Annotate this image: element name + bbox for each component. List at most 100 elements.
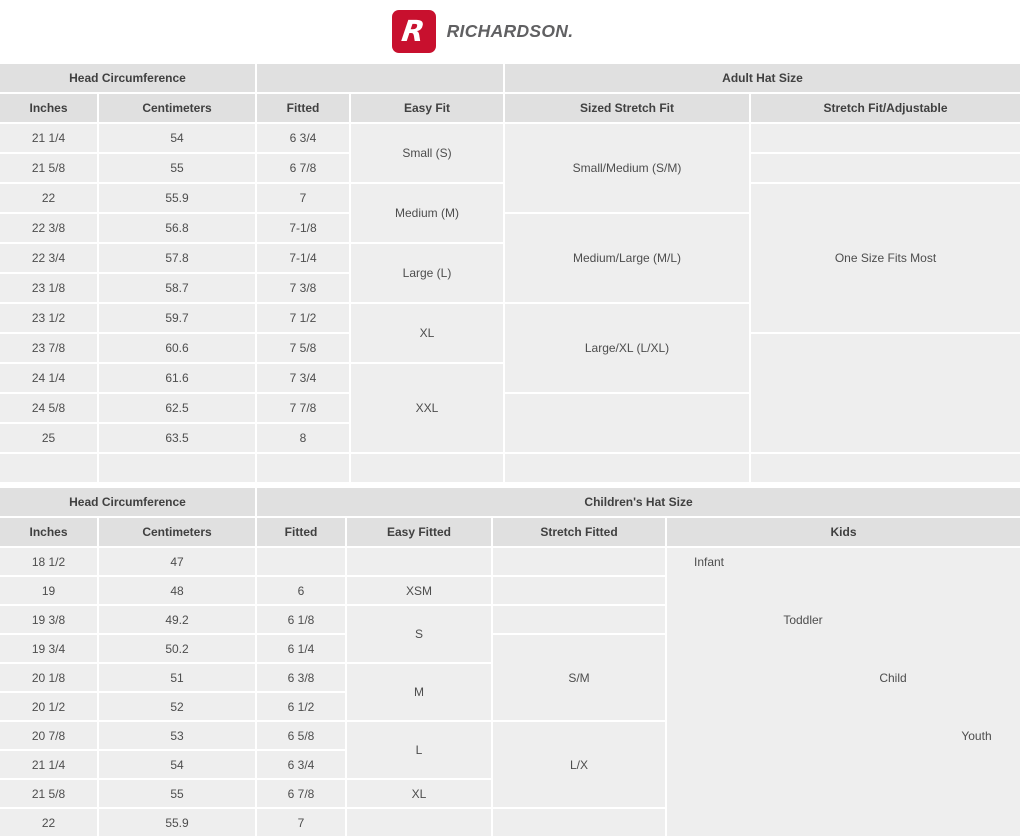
cell-centimeters: 55	[99, 154, 255, 182]
cell-centimeters: 48	[99, 577, 255, 604]
table-row	[0, 454, 1020, 482]
cell-fitted: 6 7/8	[257, 154, 349, 182]
cell-centimeters: 49.2	[99, 606, 255, 633]
brand-wordmark-period: .	[568, 20, 574, 41]
table-row: 25 63.5 8	[0, 424, 1020, 452]
logo-r-letter: R	[400, 13, 428, 48]
cell-inches: 22 3/8	[0, 214, 97, 242]
col-header-sized-stretch-fit: Sized Stretch Fit	[505, 94, 749, 122]
cell-inches: 24 5/8	[0, 394, 97, 422]
table-row: 19 3/4 50.2 6 1/4 S/M	[0, 635, 1020, 720]
cell-easy-fitted-xl: XL	[347, 780, 491, 807]
cell-fitted: 7	[257, 184, 349, 212]
cell-easy-fit-medium: Medium (M)	[351, 184, 503, 242]
cell-fitted: 7-1/4	[257, 244, 349, 272]
brand-header: R RICHARDSON.	[0, 0, 1020, 62]
cell-sized-stretch-large-xl: Large/XL (L/XL)	[505, 304, 749, 392]
group-header-head-circumference: Head Circumference	[0, 64, 255, 92]
cell-fitted: 7 1/2	[257, 304, 349, 332]
cell-one-size-fits-most: One Size Fits Most	[751, 184, 1020, 332]
kids-cell-toddler: Toddler	[753, 606, 853, 691]
cell-centimeters: 55.9	[99, 809, 255, 836]
cell-fitted: 6 3/8	[257, 664, 345, 691]
col-header-inches: Inches	[0, 94, 97, 122]
cell-blank	[347, 809, 491, 836]
table-row: 20 1/2 52 6 1/2	[0, 693, 1020, 720]
group-header-adult-hat-size: Adult Hat Size	[505, 64, 1020, 92]
cell-easy-fitted-xsm: XSM	[347, 577, 491, 604]
column-header-row: Inches Centimeters Fitted Easy Fit Sized…	[0, 94, 1020, 122]
cell-blank	[493, 809, 665, 836]
cell-fitted: 7 7/8	[257, 394, 349, 422]
col-header-kids: Kids	[667, 518, 1020, 546]
cell-centimeters: 53	[99, 722, 255, 749]
group-header-childrens-hat-size: Children's Hat Size	[257, 488, 1020, 516]
cell-blank	[347, 548, 491, 575]
cell-blank	[493, 606, 665, 633]
cell-inches: 21 1/4	[0, 751, 97, 778]
cell-centimeters: 54	[99, 751, 255, 778]
table-row: 20 7/8 53 6 5/8 L L/X	[0, 722, 1020, 807]
children-size-table: Head Circumference Children's Hat Size I…	[0, 486, 1020, 838]
cell-inches: 23 1/8	[0, 274, 97, 302]
cell-fitted: 6 3/4	[257, 751, 345, 778]
table-row: 20 1/8 51 6 3/8 M	[0, 664, 1020, 720]
cell-easy-fitted-s: S	[347, 606, 491, 662]
kids-column-area: Infant Toddler Child Youth	[667, 548, 1020, 836]
cell-empty	[99, 454, 255, 482]
cell-empty	[257, 454, 349, 482]
cell-centimeters: 63.5	[99, 424, 255, 452]
cell-centimeters: 57.8	[99, 244, 255, 272]
cell-easy-fitted-m: M	[347, 664, 491, 720]
cell-fitted: 6 3/4	[257, 124, 349, 152]
cell-centimeters: 61.6	[99, 364, 255, 392]
table-row: 23 7/8 60.6 7 5/8	[0, 334, 1020, 452]
table-row: 23 1/8 58.7 7 3/8	[0, 274, 1020, 302]
cell-inches: 21 5/8	[0, 154, 97, 182]
group-header-row: Head Circumference Adult Hat Size	[0, 64, 1020, 92]
cell-stretch-fitted-sm: S/M	[493, 635, 665, 720]
cell-easy-fitted-l: L	[347, 722, 491, 778]
cell-centimeters: 55.9	[99, 184, 255, 212]
cell-easy-fit-xxl: XXL	[351, 364, 503, 452]
cell-fitted: 6 5/8	[257, 722, 345, 749]
cell-stretch-fitted-lx: L/X	[493, 722, 665, 807]
cell-empty	[351, 454, 503, 482]
col-header-easy-fit: Easy Fit	[351, 94, 503, 122]
col-header-centimeters: Centimeters	[99, 518, 255, 546]
cell-empty	[751, 124, 1020, 152]
brand-wordmark-text: RICHARDSON	[446, 20, 569, 41]
group-header-row: Head Circumference Children's Hat Size	[0, 488, 1020, 516]
group-header-head-circumference: Head Circumference	[0, 488, 255, 516]
richardson-logo-icon: R	[391, 9, 436, 53]
table-row: 21 5/8 55 6 7/8 XL	[0, 780, 1020, 807]
table-row: 22 55.9 7	[0, 809, 1020, 836]
adult-size-table: Head Circumference Adult Hat Size Inches…	[0, 62, 1020, 484]
col-header-centimeters: Centimeters	[99, 94, 255, 122]
cell-centimeters: 56.8	[99, 214, 255, 242]
cell-inches: 22	[0, 184, 97, 212]
table-row: 24 1/4 61.6 7 3/4 XXL	[0, 364, 1020, 452]
cell-blank	[493, 577, 665, 604]
cell-centimeters: 54	[99, 124, 255, 152]
cell-inches: 18 1/2	[0, 548, 97, 575]
cell-empty	[751, 154, 1020, 182]
col-header-easy-fitted: Easy Fitted	[347, 518, 491, 546]
col-header-inches: Inches	[0, 518, 97, 546]
cell-empty	[0, 454, 97, 482]
kids-cell-youth: Youth	[933, 722, 1020, 807]
cell-inches: 20 1/2	[0, 693, 97, 720]
column-header-row: Inches Centimeters Fitted Easy Fitted St…	[0, 518, 1020, 546]
col-header-stretch-fit-adjustable: Stretch Fit/Adjustable	[751, 94, 1020, 122]
col-header-fitted: Fitted	[257, 94, 349, 122]
cell-inches: 23 7/8	[0, 334, 97, 362]
cell-inches: 21 5/8	[0, 780, 97, 807]
table-row: 21 1/4 54 6 3/4	[0, 751, 1020, 778]
cell-sized-stretch-medium-large: Medium/Large (M/L)	[505, 214, 749, 302]
group-header-spacer	[257, 64, 503, 92]
cell-fitted: 6 1/2	[257, 693, 345, 720]
cell-centimeters: 62.5	[99, 394, 255, 422]
cell-inches: 19	[0, 577, 97, 604]
cell-fitted: 7 3/8	[257, 274, 349, 302]
cell-fitted: 6 1/8	[257, 606, 345, 633]
